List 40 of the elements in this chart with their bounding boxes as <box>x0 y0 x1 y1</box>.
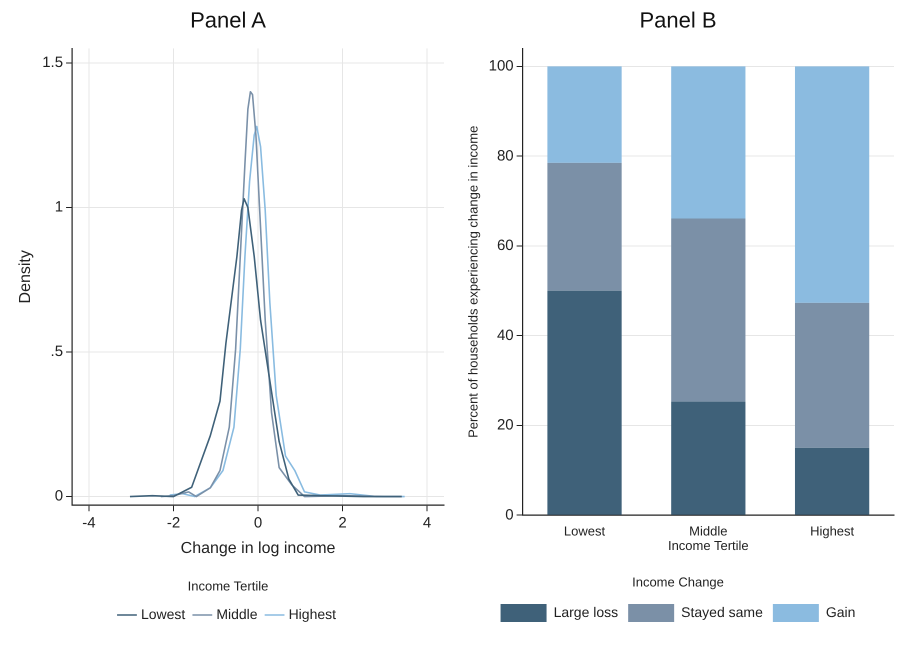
x-tick-label: Highest <box>810 524 855 539</box>
bar <box>547 290 622 515</box>
legend-label: Highest <box>288 606 336 622</box>
legend-label: Gain <box>826 604 856 620</box>
bar <box>794 66 870 303</box>
y-axis-title: Density <box>17 250 34 304</box>
x-tick-label: 4 <box>422 514 432 532</box>
chart-title: Panel A <box>190 7 266 32</box>
bar <box>547 162 622 291</box>
x-tick-label: -2 <box>166 514 180 532</box>
y-tick-label: 0 <box>54 488 64 505</box>
x-tick-label: Middle <box>689 524 728 539</box>
bar <box>671 66 746 219</box>
y-tick-label: 1.5 <box>42 54 64 71</box>
legend-title: Income Tertile <box>188 578 268 594</box>
y-tick-label: 100 <box>488 57 514 74</box>
x-tick-label: 2 <box>338 514 347 532</box>
y-tick-label: 60 <box>496 237 514 254</box>
legend-label: Stayed same <box>681 604 764 620</box>
x-axis-title: Income Tertile <box>668 538 749 554</box>
y-tick-label: 1 <box>54 198 64 216</box>
x-tick-label: Lowest <box>564 524 606 539</box>
legend-title: Income Change <box>632 574 724 590</box>
bar <box>794 302 870 448</box>
x-axis-title: Change in log income <box>180 540 336 558</box>
bar <box>547 66 622 163</box>
legend-label: Large loss <box>554 604 618 620</box>
y-tick-label: .5 <box>50 343 64 360</box>
y-axis-title: Percent of households experiencing change in income <box>465 126 480 438</box>
bar <box>671 218 746 402</box>
x-tick-label: -4 <box>82 514 96 532</box>
y-tick-label: 80 <box>496 147 514 164</box>
bar <box>671 402 746 515</box>
y-tick-label: 20 <box>496 416 514 434</box>
bar <box>794 448 870 515</box>
legend-label: Lowest <box>140 606 186 622</box>
y-tick-label: 40 <box>496 326 514 344</box>
chart-title: Panel B <box>639 7 717 32</box>
x-tick-label: 0 <box>254 514 262 532</box>
legend-label: Middle <box>216 606 258 622</box>
